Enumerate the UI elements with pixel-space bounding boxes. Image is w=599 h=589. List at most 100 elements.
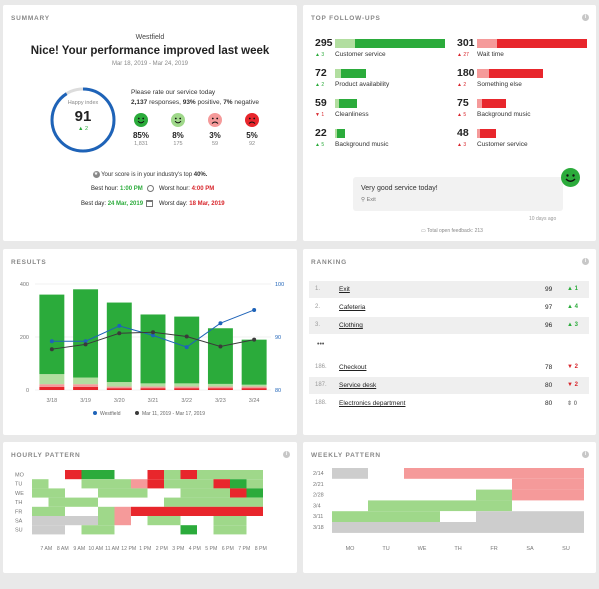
hourly-cell [48, 497, 65, 507]
rating-count: 175 [173, 141, 183, 147]
worst-day: Worst day: 18 Mar, 2019 [159, 201, 225, 207]
hourly-cell [98, 516, 115, 526]
hourly-cell [230, 470, 247, 480]
y-tick-right: 90 [275, 335, 281, 341]
followup-delta: ▲ 3 [457, 142, 467, 148]
result-bar-segment [39, 374, 65, 385]
series-point [83, 342, 88, 347]
info-icon[interactable]: i [582, 14, 589, 21]
followup-count: 301 [457, 37, 475, 49]
followup-delta: ▲ 2 [457, 82, 467, 88]
result-bar-segment [207, 383, 233, 387]
ranking-row[interactable]: 2. Cafeteria 97 ▲ 4 [309, 299, 589, 316]
rating-column: 5% 92 [239, 113, 265, 147]
hourly-cell [114, 516, 131, 526]
ranking-row[interactable]: 186. Checkout 78 ▼ 2 [309, 359, 589, 376]
info-icon[interactable]: i [283, 451, 290, 458]
hourly-cell [98, 506, 115, 516]
very-sad-face-icon [245, 113, 259, 127]
ranking-row[interactable]: 188. Electronics department 80 ⇕ 0 [309, 395, 589, 412]
result-bar-segment [241, 339, 267, 385]
ranking-name[interactable]: Electronics department [339, 400, 406, 407]
hourly-cell [213, 525, 230, 535]
series-point [49, 347, 54, 352]
followup-item[interactable]: 75 ▲ 5 Background music [457, 97, 592, 125]
rating-percent: 3% [209, 131, 221, 140]
ranking-delta: ▼ 2 [567, 382, 578, 388]
rating-column: 85% 1,831 [128, 113, 154, 147]
info-icon[interactable]: i [582, 451, 589, 458]
weekly-cell [368, 500, 512, 512]
result-bar-segment [106, 386, 132, 389]
hourly-hour-label: 1 PM [139, 546, 151, 552]
hourly-cell [114, 506, 131, 516]
result-bar-segment [73, 289, 99, 378]
hourly-hour-label: 5 PM [205, 546, 217, 552]
followup-item[interactable]: 180 ▲ 2 Something else [457, 67, 592, 95]
weekly-day-label: WE [418, 546, 427, 552]
series-point [184, 345, 189, 350]
followup-item[interactable]: 48 ▲ 3 Customer service [457, 127, 592, 155]
x-tick-label: 3/20 [114, 398, 125, 404]
hourly-day-label: SU [15, 528, 23, 534]
comment-bubble[interactable]: Very good service today! ⚲ Exit [353, 177, 563, 211]
hourly-cell [48, 525, 65, 535]
ranking-delta: ▲ 3 [567, 322, 578, 328]
followup-item[interactable]: 295 ▲ 3 Customer service [315, 37, 450, 65]
info-icon[interactable]: i [582, 258, 589, 265]
comment-text: Very good service today! [361, 185, 438, 192]
hourly-cell [98, 525, 115, 535]
very-happy-face-icon [134, 113, 148, 127]
followup-item[interactable]: 72 ▲ 2 Product availability [315, 67, 450, 95]
hourly-cell [81, 470, 98, 480]
summary-headline: Nice! Your performance improved last wee… [30, 45, 270, 57]
series-point [151, 330, 155, 335]
series-point [117, 331, 122, 336]
ranking-position: 1. [315, 286, 321, 292]
hourly-cell [213, 488, 230, 498]
followup-bar [335, 129, 445, 138]
ranking-panel: RANKING i 1. Exit 99 ▲ 1 2. Cafeteria 97 ▲ 4 3. C… [303, 249, 596, 435]
hourly-cell [197, 506, 214, 516]
y-tick-right: 100 [275, 282, 284, 288]
ranking-name[interactable]: Cafeteria [339, 304, 366, 311]
series-point [252, 337, 257, 342]
ranking-row[interactable]: 187. Service desk 80 ▼ 2 [309, 377, 589, 394]
ranking-row[interactable]: 3. Clothing 96 ▲ 3 [309, 317, 589, 334]
industry-rank: ★ Your score is in your industry's top 4… [92, 171, 208, 179]
hourly-cell [164, 506, 181, 516]
followup-label: Cleanliness [335, 111, 369, 118]
followup-item[interactable]: 59 ▼ 1 Cleanliness [315, 97, 450, 125]
ranking-name[interactable]: Clothing [339, 322, 363, 329]
result-bar-segment [39, 294, 65, 375]
followup-delta: ▲ 5 [457, 112, 467, 118]
hourly-cell [131, 506, 148, 516]
ranking-delta: ▼ 2 [567, 364, 578, 370]
weekly-day-label: MO [346, 546, 356, 552]
hourly-cell [246, 470, 263, 480]
weekly-week-label: 2/28 [313, 493, 324, 499]
hourly-hour-label: 11 AM [105, 546, 119, 552]
followup-item[interactable]: 301 ▲ 27 Wait time [457, 37, 592, 65]
result-bar-segment [73, 377, 99, 385]
ranking-name[interactable]: Exit [339, 286, 350, 293]
hourly-cell [147, 479, 164, 489]
series-point [151, 333, 155, 338]
hourly-title: HOURLY PATTERN [11, 452, 81, 459]
result-bar-segment [106, 302, 132, 383]
y-tick-right: 80 [275, 388, 281, 394]
ranking-name[interactable]: Service desk [339, 382, 377, 389]
followup-item[interactable]: 22 ▲ 5 Background music [315, 127, 450, 155]
hourly-cell [131, 488, 148, 498]
followup-delta: ▲ 2 [315, 82, 325, 88]
hourly-cell [246, 506, 263, 516]
ranking-row[interactable]: 1. Exit 99 ▲ 1 [309, 281, 589, 298]
hourly-cell [81, 525, 98, 535]
hourly-hour-label: 10 AM [88, 546, 103, 552]
hourly-cell [147, 516, 164, 526]
hourly-cell [164, 516, 181, 526]
result-bar-segment [140, 314, 166, 384]
followup-bar [335, 39, 445, 48]
ranking-name[interactable]: Checkout [339, 364, 367, 371]
hourly-cell [98, 470, 115, 480]
